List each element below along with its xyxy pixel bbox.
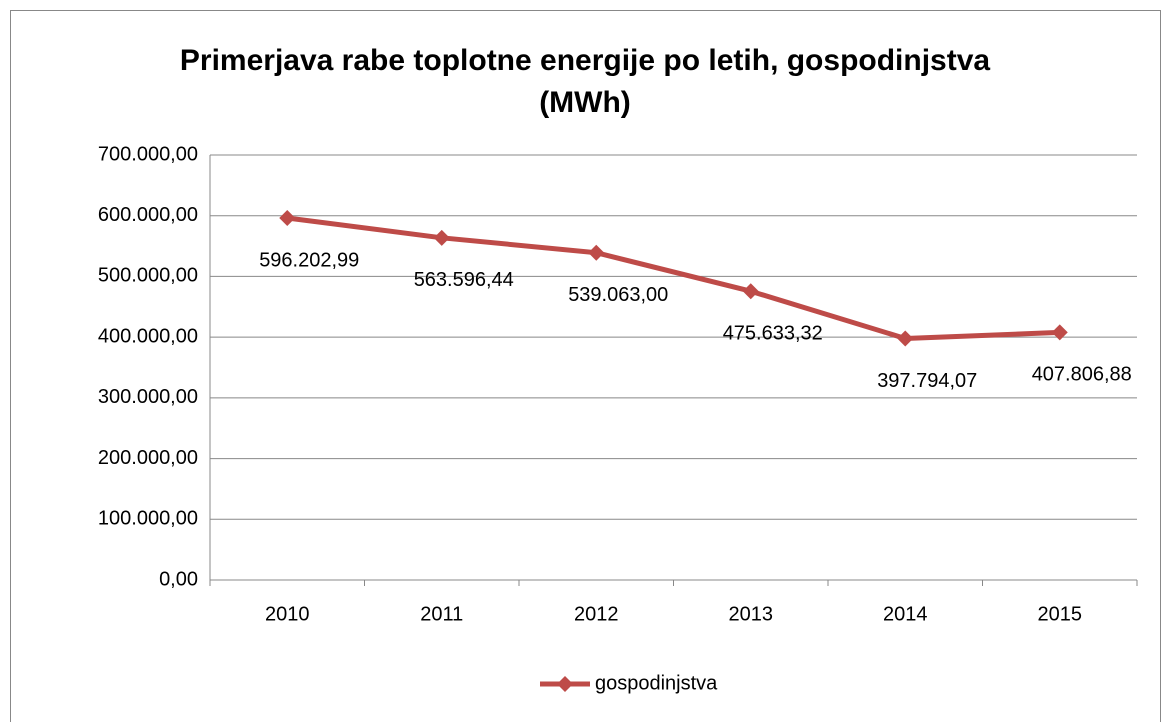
x-tick-label: 2012 — [574, 603, 619, 625]
marker — [279, 210, 296, 227]
x-tick-label: 2013 — [729, 603, 774, 625]
legend-label: gospodinjstva — [595, 672, 718, 694]
marker — [588, 244, 605, 261]
y-tick-label: 400.000,00 — [98, 325, 198, 347]
data-label: 407.806,88 — [1032, 364, 1132, 386]
y-tick-label: 300.000,00 — [98, 386, 198, 408]
x-tick-label: 2010 — [265, 603, 310, 625]
x-tick-label: 2011 — [420, 603, 463, 625]
marker — [897, 330, 914, 347]
legend-marker — [557, 676, 573, 692]
y-tick-label: 700.000,00 — [98, 143, 198, 165]
y-tick-label: 100.000,00 — [98, 508, 198, 530]
y-tick-label: 600.000,00 — [98, 204, 198, 226]
data-label: 539.063,00 — [568, 284, 668, 306]
marker — [433, 229, 450, 246]
data-label: 563.596,44 — [414, 269, 514, 291]
series-line — [286, 215, 1060, 341]
chart-title: Primerjava rabe toplotne energije po let… — [179, 44, 991, 119]
x-tick-label: 2014 — [883, 603, 928, 625]
y-tick-label: 0,00 — [159, 568, 198, 590]
y-tick-label: 500.000,00 — [98, 265, 198, 287]
data-label: 475.633,32 — [723, 323, 823, 345]
x-tick-label: 2015 — [1038, 603, 1083, 625]
y-tick-label: 200.000,00 — [98, 447, 198, 469]
marker — [1051, 324, 1068, 341]
data-label: 596.202,99 — [259, 249, 359, 271]
data-label: 397.794,07 — [877, 370, 977, 392]
chart-border — [10, 10, 1161, 722]
marker — [742, 283, 759, 300]
